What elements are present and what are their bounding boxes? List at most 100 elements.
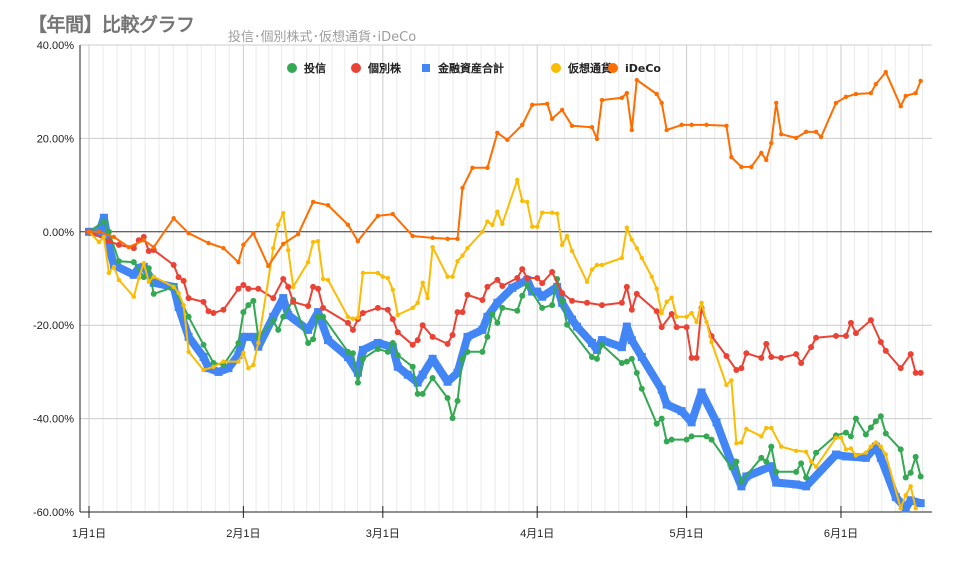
data-point xyxy=(410,233,415,239)
data-point xyxy=(485,165,490,171)
data-point xyxy=(779,444,784,449)
data-point xyxy=(519,292,526,299)
data-point xyxy=(284,310,293,319)
data-point xyxy=(883,452,888,457)
legend-square-icon xyxy=(422,64,430,72)
data-point xyxy=(559,297,566,304)
data-point xyxy=(912,453,919,460)
data-point xyxy=(280,275,287,282)
data-point xyxy=(384,306,391,313)
x-axis-ticks: 1月1日 2月1日 3月1日 4月1日 5月1日 6月1日 xyxy=(72,506,858,540)
data-point xyxy=(515,177,520,183)
series-1 xyxy=(86,218,924,485)
data-point xyxy=(514,275,521,282)
data-point xyxy=(539,210,545,215)
data-point xyxy=(763,340,770,347)
data-point xyxy=(687,418,696,427)
x-tick-label: 1月1日 xyxy=(72,528,106,540)
data-point xyxy=(280,313,287,320)
data-point xyxy=(913,506,918,511)
data-point xyxy=(479,296,486,303)
legend-label: 金融資産合計 xyxy=(437,61,504,75)
data-point xyxy=(126,245,132,250)
data-point xyxy=(848,446,854,451)
data-point xyxy=(629,127,635,133)
legend-label: 仮想通貨 xyxy=(567,61,612,75)
data-point xyxy=(310,199,316,205)
series-3 xyxy=(86,177,918,511)
data-point xyxy=(737,482,746,491)
data-point xyxy=(115,258,122,265)
data-point xyxy=(589,267,595,272)
data-point xyxy=(96,239,102,245)
data-point xyxy=(443,377,452,386)
data-point xyxy=(618,360,625,367)
data-point xyxy=(315,238,321,244)
data-point xyxy=(445,274,450,279)
data-point xyxy=(286,247,291,253)
data-point xyxy=(500,221,505,227)
data-point xyxy=(772,478,781,487)
data-point xyxy=(739,440,744,445)
data-point xyxy=(490,222,495,227)
data-point xyxy=(734,441,739,446)
data-point xyxy=(659,100,664,106)
data-point xyxy=(290,298,297,305)
data-point xyxy=(917,369,924,376)
data-point xyxy=(375,270,381,276)
data-point xyxy=(428,354,437,363)
data-point xyxy=(174,302,183,311)
chart-subtitle: 投信･個別株式･仮想通貨･iDeCo xyxy=(228,30,417,45)
data-point xyxy=(320,304,327,311)
data-point xyxy=(505,137,510,143)
data-point xyxy=(269,312,278,321)
data-point xyxy=(186,349,191,355)
x-tick-label: 6月1日 xyxy=(824,528,858,540)
data-point xyxy=(111,234,117,240)
data-point xyxy=(449,415,456,422)
data-point xyxy=(544,101,550,107)
data-point xyxy=(569,248,575,254)
data-point xyxy=(833,332,839,339)
data-point xyxy=(808,344,815,351)
y-tick-label: -20.00% xyxy=(33,320,74,332)
legend-item: 仮想通貨 xyxy=(551,61,612,75)
data-point xyxy=(841,452,850,461)
data-point xyxy=(239,332,248,341)
data-point xyxy=(738,478,745,485)
data-point xyxy=(251,362,256,368)
data-point xyxy=(389,339,396,346)
data-point xyxy=(210,360,217,367)
data-point xyxy=(842,332,849,339)
data-point xyxy=(637,352,646,361)
x-tick-label: 5月1日 xyxy=(669,528,703,540)
data-point xyxy=(638,385,645,392)
legend-label: iDeCo xyxy=(625,62,661,75)
data-point xyxy=(624,90,630,96)
data-point xyxy=(818,134,824,140)
data-point xyxy=(882,430,889,437)
data-point xyxy=(494,319,501,326)
y-tick-label: -60.00% xyxy=(33,507,74,519)
data-point xyxy=(455,236,460,242)
data-point xyxy=(758,354,765,361)
data-point xyxy=(344,348,351,355)
legend-label: 個別株 xyxy=(367,61,402,75)
data-point xyxy=(916,499,925,508)
data-point xyxy=(587,338,596,347)
data-point xyxy=(100,218,107,225)
data-point xyxy=(224,364,233,373)
x-tick-label: 3月1日 xyxy=(366,528,400,540)
data-point xyxy=(868,90,874,96)
data-point xyxy=(553,282,562,291)
data-point xyxy=(524,275,531,282)
data-point xyxy=(145,265,152,272)
data-point xyxy=(136,275,141,281)
data-point xyxy=(459,355,466,362)
data-point xyxy=(454,397,461,404)
data-point xyxy=(657,385,666,394)
data-point xyxy=(470,165,475,171)
data-point xyxy=(285,283,292,290)
data-point xyxy=(250,297,257,304)
data-point xyxy=(868,444,874,449)
